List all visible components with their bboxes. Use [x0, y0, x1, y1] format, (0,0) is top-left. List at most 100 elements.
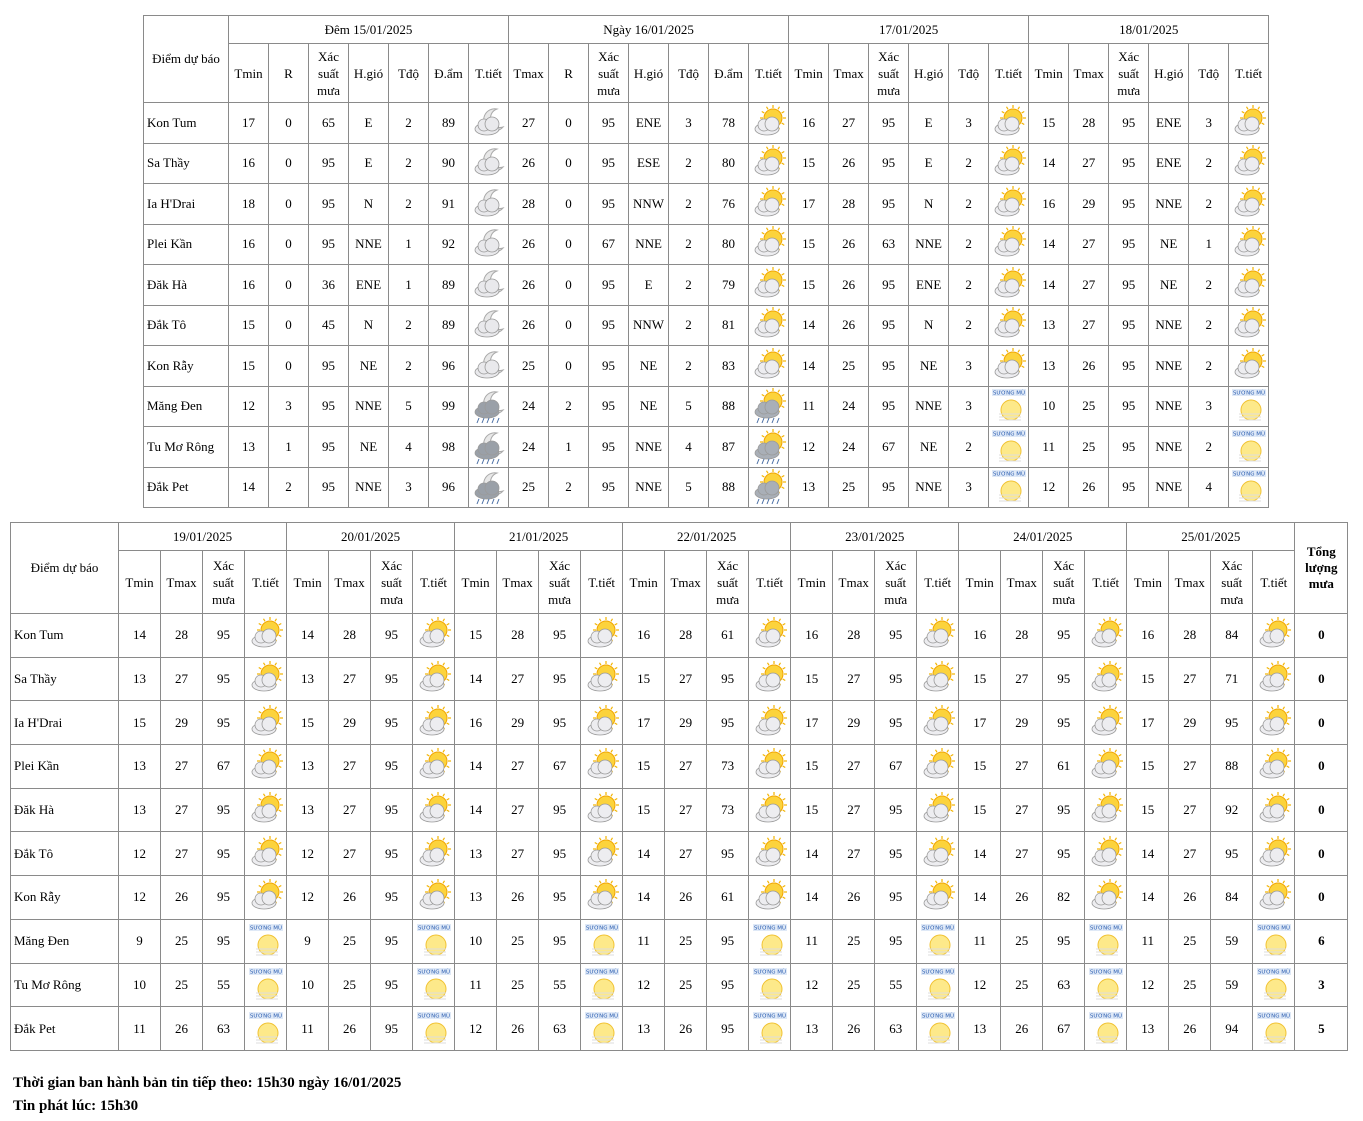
sun-ray [1017, 187, 1020, 191]
weather-icon [754, 388, 786, 424]
value-cell: 63 [1042, 962, 1086, 1008]
value-cell: 13 [1028, 304, 1070, 346]
weather-icon [1234, 185, 1266, 217]
weather-cell [748, 385, 790, 427]
value-cell: 14 [286, 613, 330, 658]
value-cell: 26 [828, 304, 870, 346]
value-cell: NE [628, 385, 670, 427]
sun-ray [1102, 880, 1106, 885]
sun-ray [1270, 618, 1274, 622]
sun-ray [273, 880, 277, 885]
weather-cell [1252, 656, 1296, 702]
cloud-part [933, 760, 949, 775]
value-cell: 79 [708, 264, 750, 306]
cloud-part [764, 359, 779, 375]
sun-ray [1114, 793, 1117, 797]
cloud-part [1244, 359, 1260, 375]
value-cell: 11 [958, 918, 1002, 964]
sun-ray [950, 623, 954, 626]
weather-icon: SƯƠNG MÙ [1088, 924, 1123, 956]
value-cell: 95 [202, 700, 245, 746]
weather-icon [474, 391, 505, 424]
sun-ray [946, 793, 949, 797]
weather-icon [1091, 748, 1123, 779]
station-name: Kon Rẫy [143, 345, 229, 387]
cloud-part [764, 480, 779, 496]
column-header: Xác suất mưa [588, 43, 630, 103]
value-cell: 95 [538, 831, 582, 877]
weather-cell [580, 656, 624, 702]
sun-ray [277, 885, 282, 888]
value-cell: 1 [388, 264, 429, 306]
sun-ray [442, 706, 445, 710]
cloud-part [484, 318, 499, 334]
value-cell: 12 [1028, 466, 1070, 508]
sun-ray [1001, 191, 1005, 195]
data-row: Ia H'Drai 15 29 95 15 29 95 16 29 95 17 29 95 17 29 95 1… [10, 700, 1349, 746]
value-cell: N [348, 183, 389, 225]
value-cell: 26 [1068, 345, 1110, 387]
date-header: 18/01/2025 [1028, 15, 1270, 44]
cloud [1259, 716, 1285, 736]
sun-ray [613, 853, 618, 856]
sun-ray [1017, 106, 1020, 110]
cloud-part [261, 847, 276, 863]
weather-cell [748, 613, 792, 658]
value-cell: 95 [1210, 700, 1254, 746]
value-cell: 89 [428, 102, 469, 144]
value-cell: 2 [668, 142, 710, 184]
cloud [755, 716, 781, 736]
sun-ray [262, 662, 266, 666]
data-row: Đắk Tô 12 27 95 12 27 95 13 27 95 14 27 95 14 27 95 14 27… [10, 831, 1349, 877]
sun-ray [257, 623, 262, 626]
cloud [1259, 760, 1285, 779]
value-cell: 96 [428, 466, 469, 508]
value-cell: 16 [228, 223, 269, 265]
weather-cell [580, 613, 624, 658]
cloud [994, 359, 1020, 379]
weather-icon [754, 145, 786, 176]
cloud [923, 760, 949, 779]
value-cell: 26 [508, 264, 550, 306]
weather-cell: SƯƠNG MÙ [1228, 385, 1270, 427]
sun-ray [1017, 227, 1020, 231]
cloud-part [484, 278, 499, 294]
weather-cell [1084, 744, 1128, 789]
value-cell: 84 [1210, 613, 1254, 658]
cloud [1259, 847, 1285, 867]
sun-ray [1114, 749, 1117, 754]
sun-ray [594, 798, 598, 801]
rain-drop [491, 499, 494, 505]
sun-ray [1118, 885, 1122, 888]
sun-ray [1245, 187, 1249, 191]
sun-ray [442, 880, 445, 885]
column-header: Đ.ẩm [428, 43, 469, 103]
weather-icon [1091, 617, 1123, 648]
column-header: R [548, 43, 590, 103]
fog-label: SƯƠNG MÙ [754, 968, 786, 975]
value-cell: 26 [160, 1006, 203, 1051]
sun-ray [950, 678, 954, 682]
value-cell: 27 [832, 656, 876, 702]
value-cell: 27 [1068, 304, 1110, 346]
value-cell: 5 [388, 385, 429, 427]
sun-ray [1286, 678, 1290, 682]
value-cell: 3 [948, 102, 990, 144]
sun-ray [1021, 284, 1025, 287]
weather-icon [754, 347, 786, 379]
value-cell: 95 [1042, 656, 1086, 702]
sun-ray [1261, 365, 1265, 368]
fog-label: SƯƠNG MÙ [754, 1012, 786, 1019]
sun-ray [598, 837, 602, 841]
sun-ray [1257, 106, 1260, 110]
sun-ray [1021, 243, 1025, 247]
sun-ray [1098, 667, 1102, 670]
weather-icon [419, 617, 451, 648]
column-header: Tmin [286, 550, 330, 614]
weather-cell [916, 613, 960, 658]
sun-ray [950, 667, 954, 670]
sun-ray [766, 880, 770, 885]
sun-ray [442, 749, 445, 754]
value-cell: 2 [668, 304, 710, 346]
